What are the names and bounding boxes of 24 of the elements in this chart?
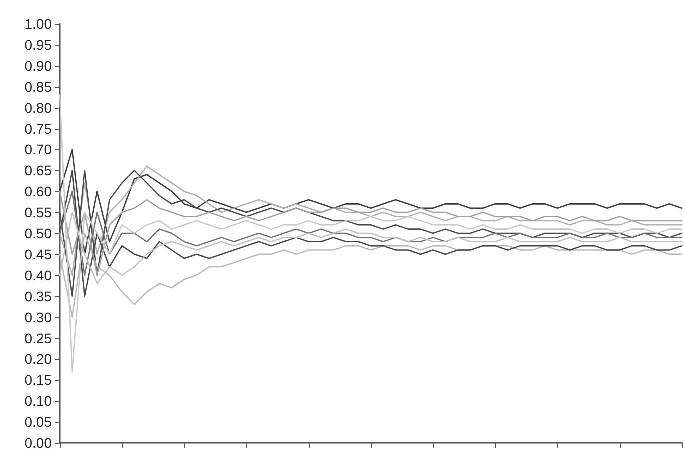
y-tick-label: 0.85 <box>24 78 52 95</box>
y-tick-label: 0.45 <box>24 246 52 262</box>
y-tick-label: 0.25 <box>24 330 52 346</box>
y-tick-label: 0.95 <box>24 36 52 53</box>
y-tick-label: 0.65 <box>24 162 52 179</box>
y-tick-label: 1.00 <box>24 16 52 32</box>
y-tick-label: 0.60 <box>24 184 52 200</box>
y-tick-label: 0.35 <box>24 288 52 304</box>
y-tick-label: 0.20 <box>24 351 52 368</box>
y-tick-label: 0.50 <box>24 226 52 242</box>
y-tick-label: 0.10 <box>24 393 52 410</box>
y-tick-label: 0.00 <box>24 435 52 450</box>
y-tick-label: 0.70 <box>24 142 52 158</box>
line-series <box>59 94 683 372</box>
y-tick-label: 0.90 <box>24 58 52 74</box>
y-tick-label: 0.40 <box>24 267 52 284</box>
y-tick-label: 0.80 <box>24 100 52 116</box>
y-tick-label: 0.75 <box>24 120 52 137</box>
y-tick-label: 0.05 <box>24 414 52 430</box>
y-tick-label: 0.55 <box>24 204 52 221</box>
y-tick-label: 0.30 <box>24 309 52 326</box>
line-series <box>59 190 683 276</box>
y-tick-label: 0.15 <box>24 372 52 388</box>
line-series <box>59 166 683 276</box>
